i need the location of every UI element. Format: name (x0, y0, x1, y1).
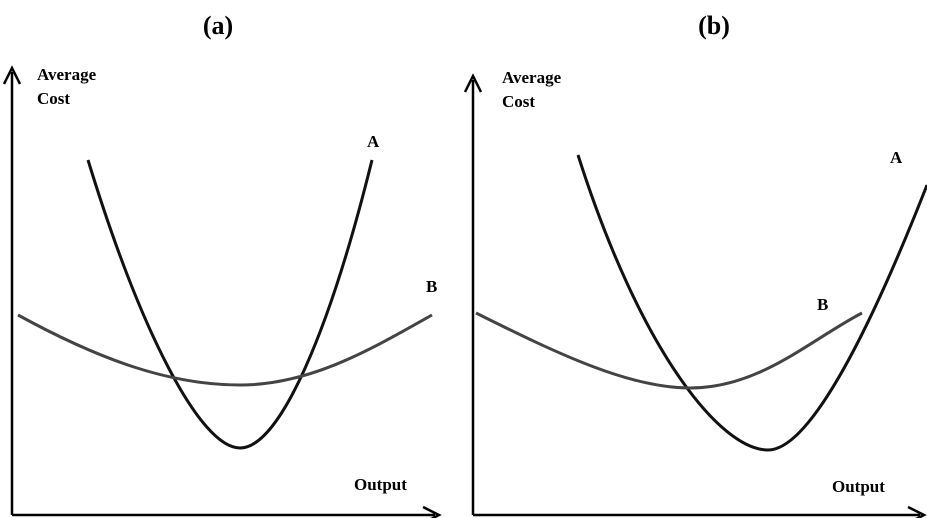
x-axis-label: Output (354, 475, 407, 494)
panel-b: (b) Average Cost Output A B (463, 11, 927, 518)
y-axis-label: Cost (37, 89, 70, 108)
x-axis (473, 505, 927, 518)
panel-title: (b) (698, 11, 730, 40)
curve-b (17, 313, 433, 387)
curve-label: B (817, 295, 828, 314)
y-axis (463, 73, 483, 515)
curve-a (86, 159, 374, 450)
x-axis (12, 505, 442, 518)
panel-title: (a) (203, 11, 233, 40)
curve-a (576, 154, 927, 452)
x-axis-label: Output (832, 477, 885, 496)
y-axis-label: Cost (502, 92, 535, 111)
curve-b (475, 311, 863, 390)
curve-label: B (426, 277, 437, 296)
panel-a: (a) Average Cost Output A B (2, 11, 442, 518)
y-axis-label: Average (37, 65, 97, 84)
y-axis-label: Average (502, 68, 562, 87)
curve-label: A (890, 148, 903, 167)
curve-label: A (367, 132, 380, 151)
y-axis (2, 65, 22, 515)
